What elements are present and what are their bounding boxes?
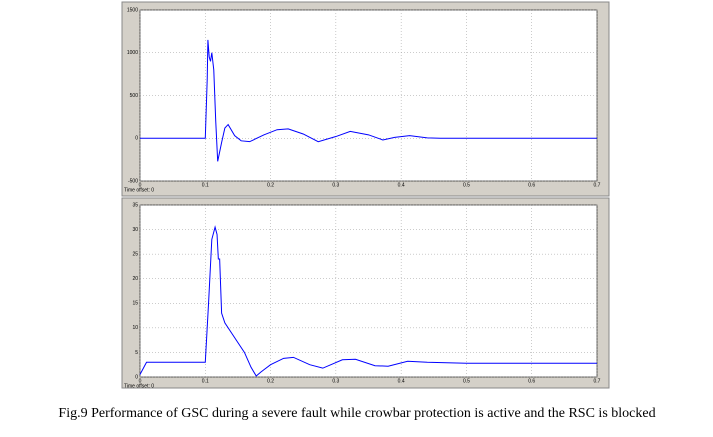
x-tick-label: 0.2 [267, 378, 274, 384]
x-tick-label: 0.2 [267, 182, 274, 188]
x-tick-label: 0 [139, 182, 142, 188]
x-tick-label: 0.4 [398, 182, 405, 188]
y-tick-label: -500 [128, 178, 138, 184]
y-tick-label: 0 [135, 374, 138, 380]
y-tick-label: 15 [132, 301, 138, 307]
x-tick-label: 0.7 [594, 182, 601, 188]
y-tick-label: 1000 [127, 50, 138, 56]
x-tick-label: 0.3 [332, 182, 339, 188]
y-tick-label: 10 [132, 325, 138, 331]
x-axis-label: Time offset: 0 [124, 383, 154, 389]
signal-line [139, 225, 597, 377]
x-tick-label: 0.6 [528, 182, 535, 188]
x-tick-label: 0.6 [528, 378, 535, 384]
x-tick-label: 0.7 [594, 378, 601, 384]
y-tick-label: 35 [132, 202, 138, 208]
x-tick-label: 0.5 [463, 182, 470, 188]
x-tick-label: 0.4 [398, 378, 405, 384]
x-axis-label: Time offset: 0 [124, 187, 154, 193]
x-tick-label: 0.1 [202, 182, 209, 188]
y-tick-label: 30 [132, 227, 138, 233]
y-tick-label: 25 [132, 251, 138, 257]
y-tick-label: 20 [132, 276, 138, 282]
y-tick-label: 5 [135, 350, 138, 356]
x-tick-label: 0.1 [202, 378, 209, 384]
y-tick-label: 1500 [127, 7, 138, 13]
caption: Fig.9 Performance of GSC during a severe… [58, 406, 655, 421]
signal-line [140, 39, 597, 162]
x-tick-label: 0.3 [332, 378, 339, 384]
plot-area [139, 204, 598, 378]
y-tick-label: 0 [135, 136, 138, 142]
y-tick-label: 500 [130, 93, 139, 99]
x-tick-label: 0 [139, 378, 142, 384]
x-tick-label: 0.5 [463, 378, 470, 384]
